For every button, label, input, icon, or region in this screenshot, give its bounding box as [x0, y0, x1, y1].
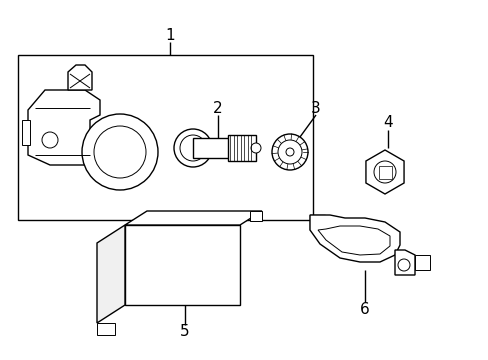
Polygon shape [249, 211, 262, 221]
Polygon shape [365, 150, 403, 194]
Polygon shape [414, 255, 429, 270]
Circle shape [373, 161, 395, 183]
Circle shape [310, 216, 323, 228]
Text: 5: 5 [180, 324, 189, 339]
Circle shape [82, 114, 158, 190]
Circle shape [285, 148, 293, 156]
Circle shape [271, 134, 307, 170]
Circle shape [250, 143, 261, 153]
Polygon shape [309, 215, 325, 230]
Bar [125, 225, 240, 305]
Polygon shape [317, 226, 389, 255]
Polygon shape [125, 211, 262, 225]
Bar [193, 138, 230, 158]
Bar [227, 135, 256, 161]
Circle shape [174, 129, 212, 167]
Text: 1: 1 [165, 27, 174, 42]
Circle shape [94, 126, 146, 178]
Polygon shape [97, 225, 125, 323]
Circle shape [42, 132, 58, 148]
Polygon shape [309, 215, 399, 262]
Text: 6: 6 [359, 302, 369, 318]
Text: 2: 2 [213, 100, 223, 116]
Polygon shape [28, 90, 100, 165]
Circle shape [180, 135, 205, 161]
Polygon shape [97, 323, 115, 335]
Circle shape [397, 259, 409, 271]
Polygon shape [68, 65, 92, 90]
Polygon shape [394, 250, 414, 275]
Circle shape [278, 140, 302, 164]
Text: 4: 4 [383, 114, 392, 130]
Bar [22, 120, 30, 145]
Bar [378, 166, 391, 179]
Bar [18, 55, 312, 220]
Text: 3: 3 [310, 100, 320, 116]
